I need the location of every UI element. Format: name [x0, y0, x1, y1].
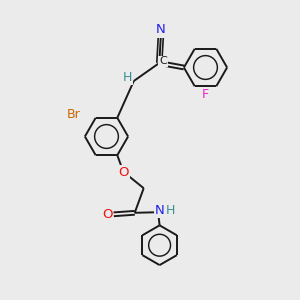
- Text: H: H: [166, 204, 175, 217]
- Text: N: N: [155, 204, 164, 217]
- Text: N: N: [156, 23, 166, 37]
- Text: Br: Br: [67, 108, 81, 121]
- Text: O: O: [118, 166, 128, 179]
- Text: F: F: [202, 88, 209, 101]
- Text: C: C: [159, 56, 167, 67]
- Text: H: H: [122, 71, 132, 84]
- Text: O: O: [102, 208, 112, 221]
